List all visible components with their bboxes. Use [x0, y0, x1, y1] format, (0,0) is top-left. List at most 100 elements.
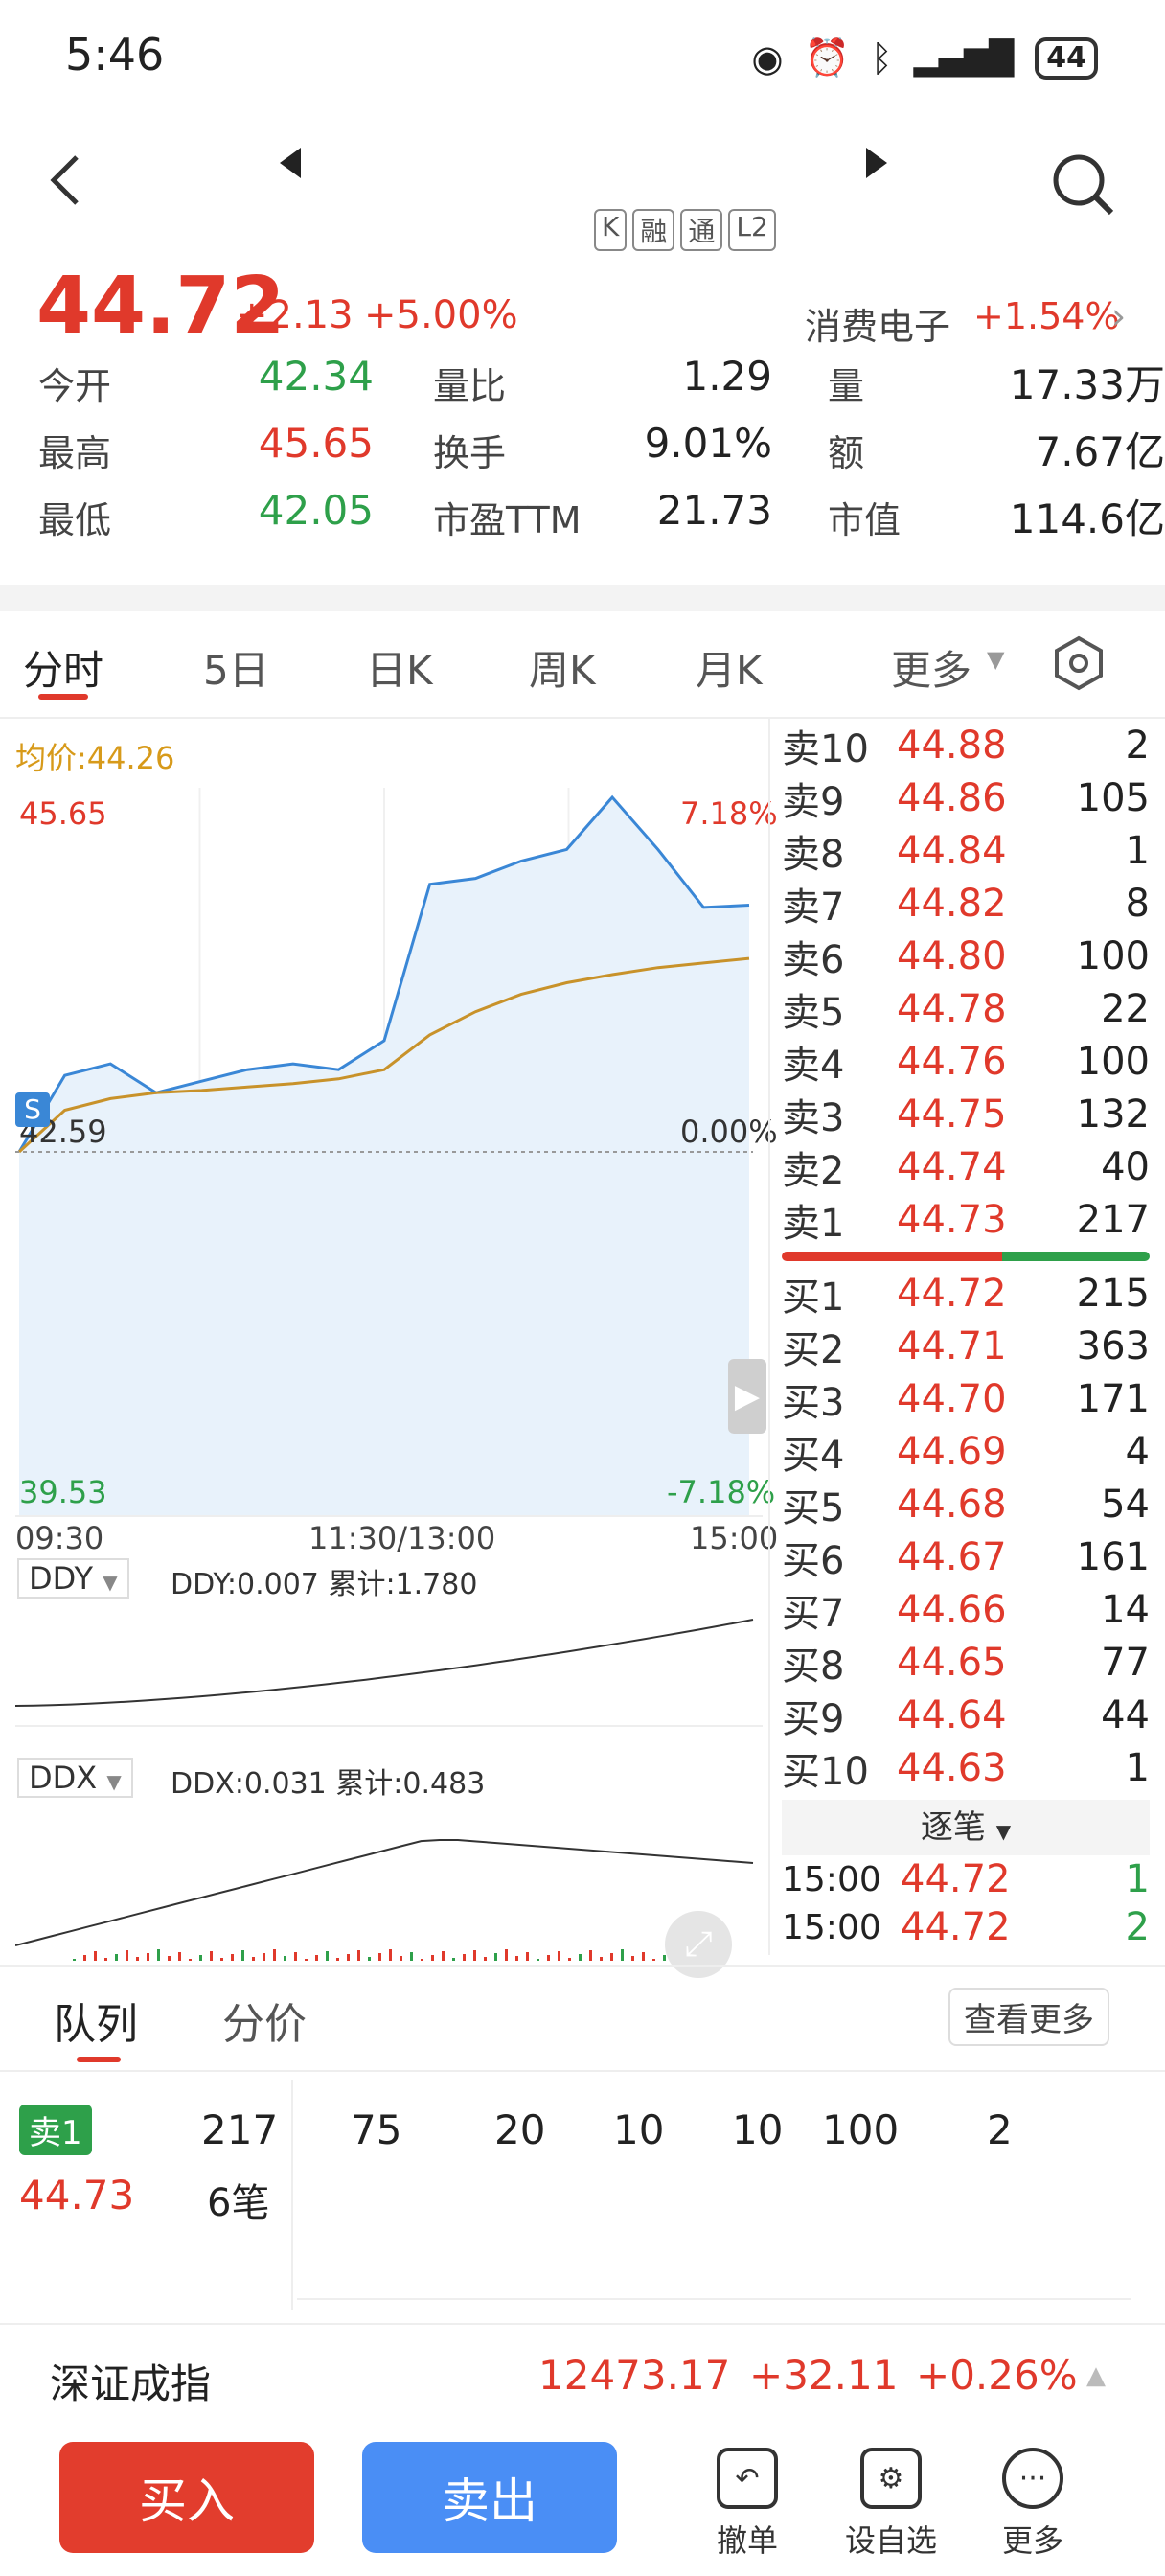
bid-label: 买2: [782, 1327, 845, 1372]
ask-row[interactable]: 卖9 44.86 105: [782, 771, 1150, 824]
ddy-selector[interactable]: DDY ▼: [17, 1558, 129, 1598]
ask-qty: 8: [1125, 881, 1150, 926]
ddx-bar: [210, 1951, 213, 1961]
more-button[interactable]: ··· 更多: [975, 2448, 1090, 2561]
tick-time: 15:00: [782, 1859, 881, 1899]
add-watchlist-label: 设自选: [844, 2522, 937, 2559]
tab-daily-k[interactable]: 日K: [366, 647, 433, 694]
ask-price: 44.84: [897, 828, 1007, 873]
triangle-right-icon[interactable]: [862, 144, 891, 186]
index-bar[interactable]: 深证成指 12473.17 +32.11 +0.26% ▲: [0, 2323, 1165, 2428]
ask-row[interactable]: 卖8 44.84 1: [782, 824, 1150, 877]
ask-qty: 40: [1101, 1144, 1150, 1189]
panel-divider: [768, 719, 770, 1955]
sector-name[interactable]: 消费电子: [805, 306, 951, 348]
ddx-bar: [631, 1956, 634, 1961]
sector-pct[interactable]: +1.54%: [973, 295, 1120, 337]
ask-qty: 132: [1076, 1092, 1150, 1137]
x-label-midday: 11:30/13:00: [308, 1520, 496, 1556]
tab-weekly-k[interactable]: 周K: [529, 647, 596, 694]
cancel-order-button[interactable]: ↶ 撤单: [690, 2448, 805, 2561]
bid-price: 44.72: [897, 1271, 1007, 1316]
bid-price: 44.71: [897, 1323, 1007, 1368]
ddx-bar: [220, 1958, 223, 1961]
ddx-bar: [463, 1954, 466, 1961]
bid-row[interactable]: 买10 44.63 1: [782, 1741, 1150, 1794]
bid-label: 买7: [782, 1591, 845, 1636]
ticks-toggle[interactable]: 逐笔 ▼: [782, 1800, 1150, 1855]
ask-row[interactable]: 卖1 44.73 217: [782, 1193, 1150, 1246]
caret-up-icon[interactable]: ▲: [1086, 2361, 1106, 2390]
add-watchlist-button[interactable]: ⚙ 设自选: [834, 2448, 948, 2561]
tab-price-split[interactable]: 分价: [222, 2000, 307, 2049]
stat-value-volume-ratio: 1.29: [682, 353, 772, 400]
sell-button[interactable]: 卖出: [362, 2442, 617, 2553]
ask-row[interactable]: 卖5 44.78 22: [782, 982, 1150, 1035]
chevron-right-icon[interactable]: ›: [1111, 295, 1127, 337]
triangle-left-icon[interactable]: [276, 144, 305, 186]
fullscreen-icon[interactable]: ⤢: [665, 1911, 732, 1978]
ask-row[interactable]: 卖6 44.80 100: [782, 930, 1150, 982]
ask-row[interactable]: 卖7 44.82 8: [782, 877, 1150, 930]
cancel-order-label: 撤单: [716, 2522, 778, 2559]
bid-price: 44.69: [897, 1429, 1007, 1474]
bid-row[interactable]: 买3 44.70 171: [782, 1372, 1150, 1425]
tab-monthly-k[interactable]: 月K: [696, 647, 763, 694]
bid-row[interactable]: 买7 44.66 14: [782, 1583, 1150, 1636]
buy-button[interactable]: 买入: [59, 2442, 314, 2553]
signal-icon: ▂▄▆█: [913, 38, 1015, 78]
search-icon[interactable]: [1050, 151, 1117, 222]
view-more-button[interactable]: 查看更多: [948, 1988, 1109, 2046]
chart-svg[interactable]: [15, 788, 763, 1746]
bid-row[interactable]: 买5 44.68 54: [782, 1478, 1150, 1530]
tag-l2: L2: [728, 209, 776, 251]
tab-5day[interactable]: 5日: [203, 647, 269, 694]
bid-label: 买9: [782, 1696, 845, 1741]
bid-row[interactable]: 买9 44.64 44: [782, 1689, 1150, 1741]
bid-price: 44.70: [897, 1376, 1007, 1421]
bid-qty: 44: [1101, 1692, 1150, 1737]
tab-intraday[interactable]: 分时: [23, 647, 104, 694]
ddx-bar: [263, 1953, 265, 1961]
ddx-bar: [347, 1954, 350, 1961]
bid-row[interactable]: 买2 44.71 363: [782, 1320, 1150, 1372]
queue-orders: 75 20 10 10 100 2: [326, 2106, 1054, 2164]
ddx-selector[interactable]: DDX ▼: [17, 1758, 133, 1798]
back-arrow-icon[interactable]: [46, 151, 84, 221]
ddx-bar: [315, 1955, 318, 1961]
ask-row[interactable]: 卖4 44.76 100: [782, 1035, 1150, 1088]
ddx-bar: [642, 1952, 645, 1961]
ask-row[interactable]: 卖2 44.74 40: [782, 1140, 1150, 1193]
ask-label: 卖10: [782, 726, 869, 771]
ddx-bar: [537, 1959, 539, 1961]
avg-price-line: [17, 956, 750, 1154]
ask-label: 卖3: [782, 1095, 845, 1140]
bid-row[interactable]: 买8 44.65 77: [782, 1636, 1150, 1689]
bid-price: 44.66: [897, 1587, 1007, 1632]
tab-queue[interactable]: 队列: [54, 2000, 138, 2049]
tick-row: 15:00 44.72 2: [782, 1903, 1150, 1951]
price-line: [17, 794, 750, 1153]
ask-row[interactable]: 卖3 44.75 132: [782, 1088, 1150, 1140]
tab-more[interactable]: 更多: [891, 647, 972, 694]
bid-row[interactable]: 买4 44.69 4: [782, 1425, 1150, 1478]
ddx-bar: [284, 1956, 286, 1961]
s-marker-icon[interactable]: S: [15, 1092, 50, 1127]
status-time: 5:46: [65, 29, 165, 80]
stat-value-market-cap: 114.6亿: [1009, 495, 1165, 542]
bid-qty: 171: [1076, 1376, 1150, 1421]
ask-row[interactable]: 卖10 44.88 2: [782, 719, 1150, 771]
hexagon-settings-icon[interactable]: [1050, 634, 1108, 696]
pct-zero-label: 0.00%: [680, 1114, 778, 1150]
ddx-value-text: DDX:0.031: [171, 1767, 327, 1801]
queue-order: 20: [494, 2106, 546, 2153]
bid-row[interactable]: 买6 44.67 161: [782, 1530, 1150, 1583]
ddx-bar: [663, 1955, 666, 1961]
bid-qty: 1: [1125, 1745, 1150, 1790]
ddx-bar: [558, 1951, 560, 1961]
bid-row[interactable]: 买1 44.72 215: [782, 1267, 1150, 1320]
price-change-pct: +5.00%: [364, 293, 518, 337]
expand-handle-icon[interactable]: ▶: [728, 1359, 766, 1434]
bid-qty: 54: [1101, 1482, 1150, 1527]
ask-qty: 100: [1076, 933, 1150, 978]
